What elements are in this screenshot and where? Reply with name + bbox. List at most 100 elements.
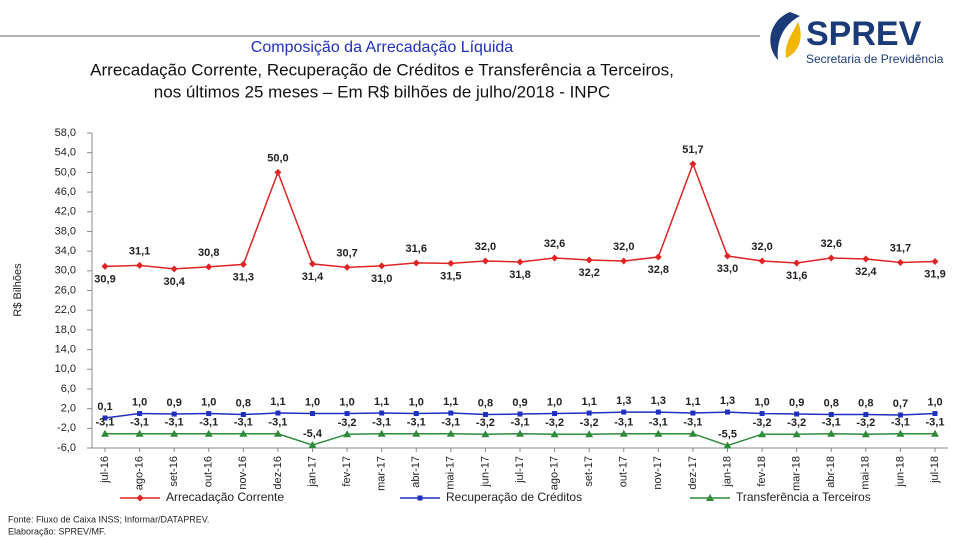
marker (759, 411, 765, 417)
x-tick-label: ago-16 (133, 456, 145, 490)
marker (205, 263, 213, 271)
y-tick-label: 50,0 (55, 166, 76, 178)
x-tick-label: fev-18 (756, 456, 768, 487)
value-label: 31,4 (302, 271, 324, 283)
logo-subtitle: Secretaria de Previdência (806, 52, 944, 66)
marker (793, 259, 801, 267)
marker (655, 409, 661, 415)
value-label: 32,6 (821, 238, 842, 250)
marker (828, 412, 834, 418)
x-tick-label: set-17 (583, 456, 595, 487)
value-label: -3,1 (199, 417, 218, 429)
value-label: 1,1 (582, 396, 597, 408)
x-tick-label: nov-16 (237, 456, 249, 490)
marker (240, 412, 246, 418)
marker (274, 168, 282, 176)
marker (723, 441, 732, 449)
marker (481, 257, 489, 265)
value-label: -5,4 (303, 428, 323, 440)
marker (724, 252, 731, 260)
value-label: 0,9 (167, 397, 182, 409)
value-label: -3,1 (130, 417, 149, 429)
marker (896, 258, 904, 266)
value-label: -3,1 (683, 417, 702, 429)
marker (344, 411, 350, 417)
x-tick-label: nov-17 (652, 456, 664, 490)
x-tick-label: jan-18 (721, 456, 733, 488)
marker (273, 429, 282, 437)
marker (517, 411, 523, 417)
x-tick-label: jan-17 (306, 456, 318, 488)
value-label: 31,0 (371, 273, 392, 285)
y-tick-label: 46,0 (55, 186, 76, 198)
marker (725, 409, 730, 415)
y-tick-label: 2,0 (61, 403, 76, 415)
marker (706, 494, 714, 501)
value-label: 1,0 (201, 396, 216, 408)
value-label: 30,4 (163, 276, 185, 288)
x-tick-label: jun-18 (894, 456, 906, 488)
marker (447, 259, 455, 267)
x-tick-label: jul-16 (99, 456, 111, 484)
marker (343, 430, 352, 438)
value-label: -3,1 (268, 417, 287, 429)
value-label: 30,7 (336, 247, 357, 259)
y-tick-label: 42,0 (55, 206, 76, 218)
value-label: 32,8 (648, 264, 669, 276)
marker (170, 429, 179, 437)
marker (689, 160, 697, 168)
value-label: 31,3 (233, 271, 254, 283)
marker (585, 430, 594, 438)
marker (897, 412, 903, 418)
logo: SPREV Secretaria de Previdência (770, 12, 944, 66)
marker (446, 429, 455, 437)
x-tick-label: fev-17 (341, 456, 353, 487)
marker (101, 262, 109, 270)
y-tick-label: 30,0 (55, 265, 76, 277)
value-label: -3,2 (753, 417, 772, 429)
value-label: -3,1 (614, 417, 633, 429)
value-label: 1,0 (132, 396, 147, 408)
x-tick-label: set-16 (168, 456, 180, 487)
marker (136, 494, 144, 502)
x-tick-label: mai-18 (860, 456, 872, 490)
marker (171, 411, 177, 417)
marker (102, 415, 108, 421)
value-label: 31,5 (440, 270, 461, 282)
value-label: 30,9 (94, 273, 115, 285)
marker (827, 254, 835, 262)
marker (552, 411, 558, 417)
x-tick-label: out-17 (618, 456, 630, 487)
value-label: -3,2 (476, 417, 495, 429)
value-label: 32,0 (751, 241, 772, 253)
marker (101, 429, 109, 437)
value-label: 32,2 (578, 267, 599, 279)
value-label: -3,2 (338, 417, 357, 429)
value-label: -3,1 (407, 417, 426, 429)
marker (413, 411, 419, 417)
marker (378, 262, 386, 270)
marker (794, 411, 800, 417)
marker (792, 430, 801, 438)
x-tick-label: jul-18 (929, 456, 941, 484)
chart-subtitle: Arrecadação Corrente, Recuperação de Cré… (90, 60, 674, 79)
y-tick-label: 38,0 (55, 225, 76, 237)
logo-name: SPREV (806, 15, 922, 53)
x-tick-label: mar-18 (791, 456, 803, 491)
marker (170, 265, 178, 273)
value-label: 31,9 (924, 268, 945, 280)
value-label: 32,4 (855, 266, 877, 278)
value-label: 0,8 (824, 397, 839, 409)
marker (932, 411, 938, 417)
y-tick-label: -6,0 (57, 442, 76, 454)
value-label: 1,1 (685, 396, 700, 408)
value-label: -3,1 (649, 417, 668, 429)
x-tick-label: jun-17 (479, 456, 491, 488)
source-note: Fonte: Fluxo de Caixa INSS; Informar/DAT… (8, 514, 209, 524)
legend-label: Transferência a Terceiros (736, 490, 871, 504)
value-label: 0,9 (789, 397, 804, 409)
marker (586, 410, 592, 416)
credit-note: Elaboração: SPREV/MF. (8, 526, 106, 536)
marker (931, 429, 939, 437)
